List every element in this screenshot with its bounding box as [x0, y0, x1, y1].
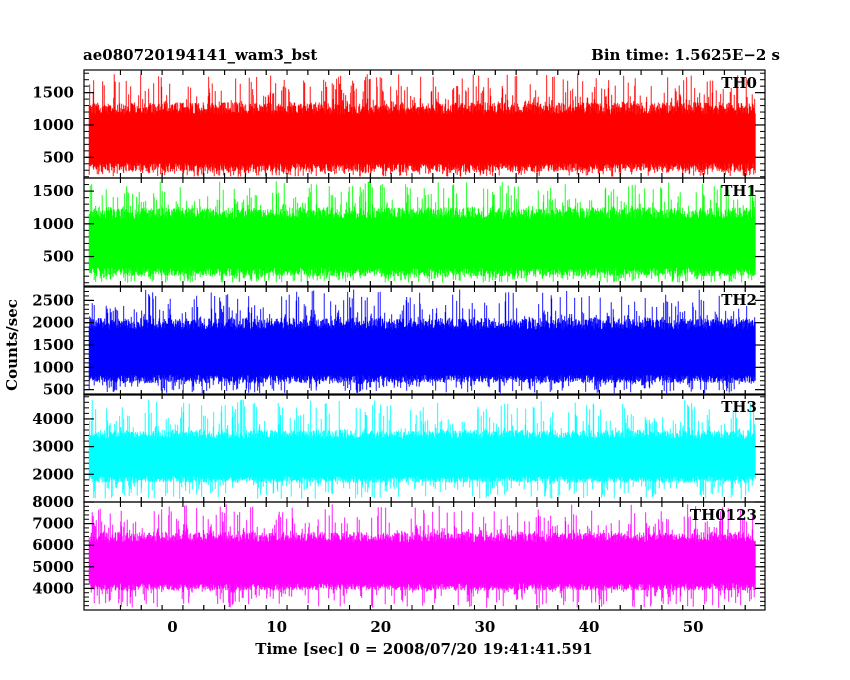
- y-tick-label: 500: [43, 248, 74, 266]
- series-trace-th0123: [88, 504, 756, 608]
- y-tick-label: 1500: [32, 182, 74, 200]
- panel-th1: 500 1000 1500 TH1: [32, 177, 766, 287]
- panel-th0123: 4000 5000 6000 7000 8000 TH0123: [32, 493, 766, 611]
- panel-label-th3: TH3: [721, 398, 757, 416]
- series-trace-th3: [88, 399, 756, 500]
- x-tick-label: 10: [266, 618, 287, 636]
- x-tick-label: 40: [579, 618, 600, 636]
- y-tick-label: 8000: [32, 493, 74, 511]
- y-tick-label: 1500: [32, 84, 74, 102]
- series-trace-th2: [88, 289, 756, 394]
- y-tick-label: 2500: [32, 291, 74, 309]
- panel-label-th0123: TH0123: [690, 506, 757, 524]
- panel-frame: [83, 177, 766, 287]
- y-tick-label: 6000: [32, 536, 74, 554]
- series-trace-th1: [88, 181, 756, 283]
- y-tick-label: 1000: [32, 116, 74, 134]
- panels-group: 500 1000 1500 TH0 500 1000 1500 TH1 500 1000 1500 2…: [32, 69, 766, 611]
- x-tick-label: 20: [370, 618, 391, 636]
- y-tick-label: 1500: [32, 336, 74, 354]
- panel-label-th2: TH2: [721, 291, 757, 309]
- x-axis-label: Time [sec] 0 = 2008/07/20 19:41:41.591: [255, 640, 592, 658]
- panel-th3: 2000 3000 4000 TH3: [32, 393, 766, 503]
- x-tick-label: 0: [167, 618, 177, 636]
- chart-title: ae080720194141_wam3_bst: [83, 46, 317, 64]
- x-tick-label: 50: [683, 618, 704, 636]
- panel-th0: 500 1000 1500 TH0: [32, 69, 766, 179]
- y-tick-label: 5000: [32, 558, 74, 576]
- y-tick-label: 500: [43, 148, 74, 166]
- series-trace-th0: [88, 73, 756, 177]
- panel-frame: [83, 501, 766, 611]
- panel-label-th1: TH1: [721, 182, 757, 200]
- y-tick-label: 3000: [32, 438, 74, 456]
- y-tick-label: 2000: [32, 314, 74, 332]
- panel-label-th0: TH0: [721, 74, 757, 92]
- y-tick-label: 1000: [32, 215, 74, 233]
- panel-th2: 500 1000 1500 2000 2500 TH2: [32, 286, 766, 399]
- y-tick-label: 4000: [32, 579, 74, 597]
- y-tick-label: 2000: [32, 465, 74, 483]
- y-axis-label: Counts/sec: [3, 299, 21, 391]
- y-tick-label: 4000: [32, 410, 74, 428]
- x-tick-label: 30: [474, 618, 495, 636]
- y-tick-label: 1000: [32, 358, 74, 376]
- y-tick-label: 500: [43, 381, 74, 399]
- y-tick-label: 7000: [32, 515, 74, 533]
- bin-time-label: Bin time: 1.5625E−2 s: [591, 46, 780, 64]
- x-axis: 0 10 20 30 40 50: [167, 618, 703, 636]
